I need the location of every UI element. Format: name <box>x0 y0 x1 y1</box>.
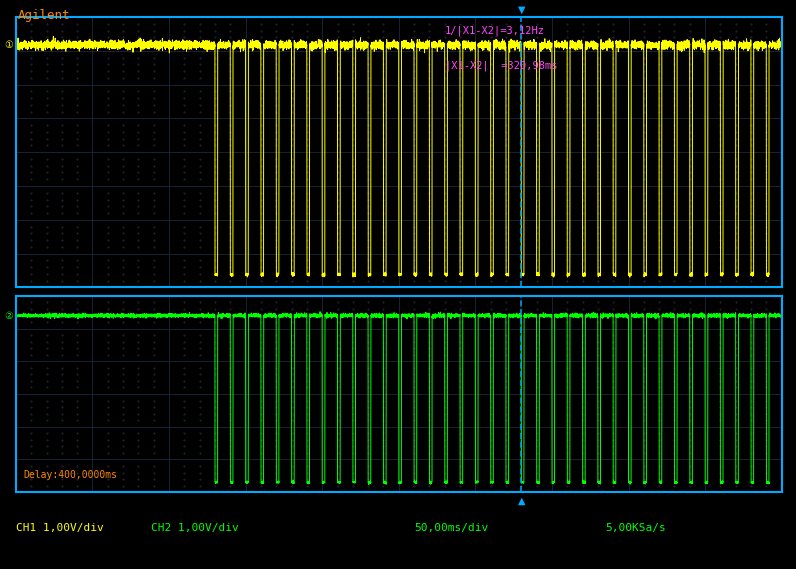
Text: 1/|X1-X2|=3,12Hz: 1/|X1-X2|=3,12Hz <box>445 25 544 36</box>
Text: ①: ① <box>4 40 13 50</box>
Text: Delay:400,0000ms: Delay:400,0000ms <box>24 471 118 480</box>
Text: ▲: ▲ <box>517 496 525 506</box>
Text: Agilent: Agilent <box>18 9 70 22</box>
Text: CH1 1,00V/div: CH1 1,00V/div <box>16 523 103 533</box>
Text: 5,00KSa/s: 5,00KSa/s <box>605 523 665 533</box>
Text: ②: ② <box>4 311 13 320</box>
Text: ▼: ▼ <box>517 5 525 14</box>
Text: CH2 1,00V/div: CH2 1,00V/div <box>151 523 239 533</box>
Text: 50,00ms/div: 50,00ms/div <box>414 523 488 533</box>
Text: |X1-X2|  =320,98ms: |X1-X2| =320,98ms <box>445 60 557 71</box>
